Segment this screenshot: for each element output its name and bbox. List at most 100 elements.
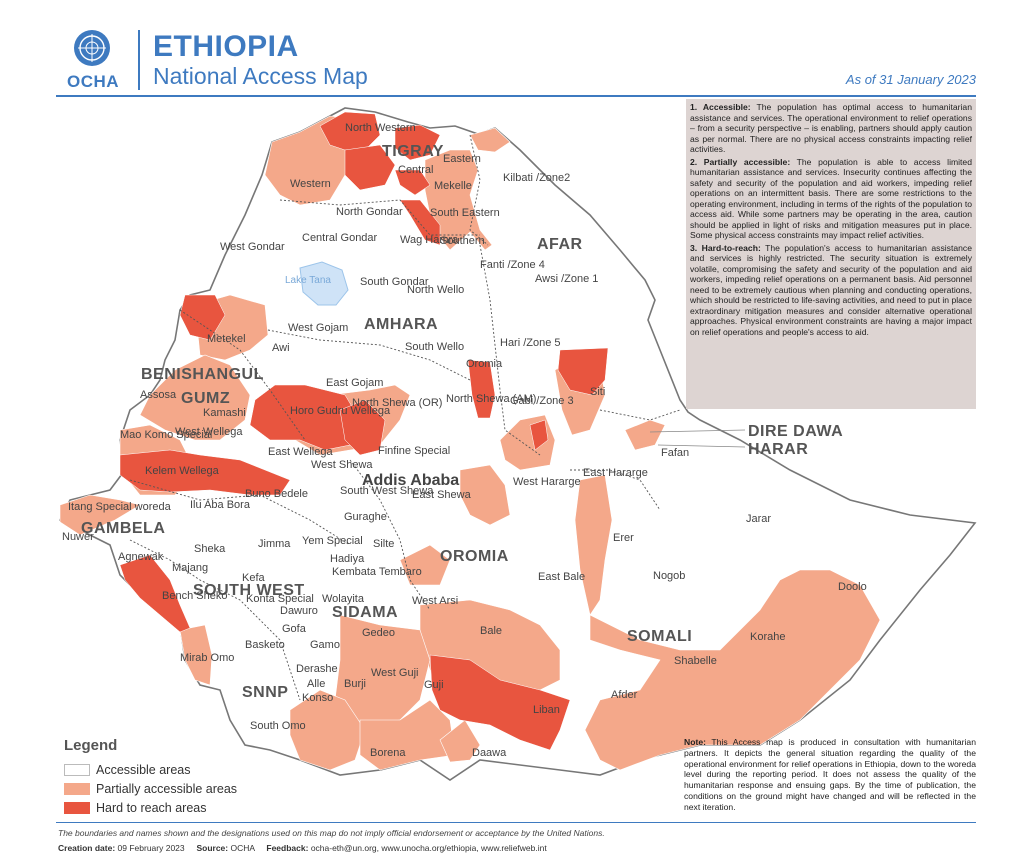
svg-text:Mirab Omo: Mirab Omo bbox=[180, 652, 234, 664]
svg-text:East Bale: East Bale bbox=[538, 571, 585, 583]
svg-text:Sheka: Sheka bbox=[194, 543, 226, 555]
svg-text:Nogob: Nogob bbox=[653, 570, 685, 582]
dire-dawa-label: DIRE DAWA bbox=[748, 423, 843, 440]
svg-text:Konso: Konso bbox=[302, 692, 333, 704]
svg-text:South Gondar: South Gondar bbox=[360, 276, 429, 288]
svg-text:Derashe: Derashe bbox=[296, 663, 338, 675]
swatch-accessible bbox=[64, 763, 90, 776]
svg-text:North Western: North Western bbox=[345, 122, 416, 134]
svg-text:Hari /Zone 5: Hari /Zone 5 bbox=[500, 337, 561, 349]
svg-text:Finfine Special: Finfine Special bbox=[378, 445, 450, 457]
svg-text:Guraghe: Guraghe bbox=[344, 511, 387, 523]
region-label: SNNP bbox=[242, 684, 288, 701]
svg-text:Korahe: Korahe bbox=[750, 631, 785, 643]
region-label: OROMIA bbox=[440, 548, 509, 565]
svg-text:Hadiya: Hadiya bbox=[330, 553, 365, 565]
svg-text:West Guji: West Guji bbox=[371, 667, 418, 679]
region-label: AFAR bbox=[537, 236, 583, 253]
svg-text:East Gojam: East Gojam bbox=[326, 377, 383, 389]
as-of-date: As of 31 January 2023 bbox=[845, 72, 976, 87]
admin-boundaries bbox=[129, 134, 681, 701]
svg-text:Oromia: Oromia bbox=[466, 358, 503, 370]
svg-text:Majang: Majang bbox=[172, 562, 208, 574]
region-label: SOUTH WEST bbox=[193, 582, 305, 599]
un-emblem-icon bbox=[74, 30, 110, 66]
capital-label: Addis Ababa bbox=[362, 472, 459, 489]
swatch-hard bbox=[64, 801, 90, 814]
svg-text:Western: Western bbox=[290, 178, 331, 190]
svg-text:West Shewa: West Shewa bbox=[311, 459, 373, 471]
harar-label: HARAR bbox=[748, 441, 808, 458]
svg-text:Shabelle: Shabelle bbox=[674, 655, 717, 667]
legend-title: Legend bbox=[64, 737, 118, 754]
svg-text:Liban: Liban bbox=[533, 704, 560, 716]
svg-text:Gabi /Zone 3: Gabi /Zone 3 bbox=[510, 395, 574, 407]
footer-rule bbox=[56, 822, 976, 823]
svg-text:North Shewa (AM): North Shewa (AM) bbox=[446, 393, 536, 405]
svg-text:Horo Gudru Wellega: Horo Gudru Wellega bbox=[290, 405, 391, 417]
svg-text:Bench Sheko: Bench Sheko bbox=[162, 590, 227, 602]
svg-text:Gedeo: Gedeo bbox=[362, 627, 395, 639]
header-divider bbox=[138, 30, 140, 90]
lake-label: Lake Tana bbox=[285, 275, 331, 286]
svg-text:North Gondar: North Gondar bbox=[336, 206, 403, 218]
svg-text:Kilbati /Zone2: Kilbati /Zone2 bbox=[503, 172, 570, 184]
svg-text:West Hararge: West Hararge bbox=[513, 476, 581, 488]
header: OCHA ETHIOPIA National Access Map As of … bbox=[0, 0, 1024, 100]
svg-text:North Shewa (OR): North Shewa (OR) bbox=[352, 397, 442, 409]
svg-text:Assosa: Assosa bbox=[140, 389, 177, 401]
svg-text:Gofa: Gofa bbox=[282, 623, 307, 635]
feedback-links[interactable]: ocha-eth@un.org, www.unocha.org/ethiopia… bbox=[310, 843, 547, 853]
svg-text:Burji: Burji bbox=[344, 678, 366, 690]
svg-text:Kamashi: Kamashi bbox=[203, 407, 246, 419]
svg-text:Wag Hamra: Wag Hamra bbox=[400, 234, 459, 246]
legend: Legend Accessible areas Partially access… bbox=[64, 737, 314, 817]
header-rule bbox=[56, 95, 976, 97]
footer-info: Creation date: 09 February 2023 Source: … bbox=[58, 843, 547, 853]
svg-text:Bale: Bale bbox=[480, 625, 502, 637]
svg-text:East Hararge: East Hararge bbox=[583, 467, 648, 479]
lake-tana-shape bbox=[299, 261, 349, 306]
region-label: GAMBELA bbox=[81, 520, 165, 537]
legend-item-partial: Partially accessible areas bbox=[64, 779, 314, 798]
svg-text:North Wello: North Wello bbox=[407, 284, 464, 296]
svg-text:Awi: Awi bbox=[272, 342, 290, 354]
region-label: SIDAMA bbox=[332, 604, 398, 621]
svg-text:Jimma: Jimma bbox=[258, 538, 291, 550]
svg-text:East Shewa: East Shewa bbox=[412, 489, 472, 501]
svg-text:Yem Special: Yem Special bbox=[302, 535, 363, 547]
svg-text:Mao Komo Special: Mao Komo Special bbox=[120, 429, 212, 441]
page-subtitle: National Access Map bbox=[153, 63, 368, 89]
legend-item-accessible: Accessible areas bbox=[64, 760, 314, 779]
svg-text:Nuwer: Nuwer bbox=[62, 531, 94, 543]
svg-text:Alle: Alle bbox=[307, 678, 325, 690]
svg-text:Mekelle: Mekelle bbox=[434, 180, 472, 192]
svg-text:Gamo: Gamo bbox=[310, 639, 340, 651]
org-logo-text: OCHA bbox=[66, 72, 120, 91]
region-label: SOMALI bbox=[627, 628, 692, 645]
svg-text:Central: Central bbox=[398, 164, 433, 176]
svg-text:Borena: Borena bbox=[370, 747, 406, 759]
svg-text:South West Shewa: South West Shewa bbox=[340, 485, 434, 497]
svg-text:East Wellega: East Wellega bbox=[268, 446, 333, 458]
legend-item-hard: Hard to reach areas bbox=[64, 798, 314, 817]
definition-partial: 2. Partially accessible: The population … bbox=[690, 156, 972, 241]
svg-text:Fanti /Zone 4: Fanti /Zone 4 bbox=[480, 259, 545, 271]
svg-text:Jarar: Jarar bbox=[746, 513, 771, 525]
page-title: ETHIOPIA bbox=[153, 30, 299, 63]
region-label: AMHARA bbox=[364, 316, 438, 333]
swatch-partial bbox=[64, 782, 90, 795]
svg-text:West Arsi: West Arsi bbox=[412, 595, 458, 607]
svg-text:West Wellega: West Wellega bbox=[175, 426, 243, 438]
svg-text:Eastern: Eastern bbox=[443, 153, 481, 165]
svg-text:West Gojam: West Gojam bbox=[288, 322, 348, 334]
svg-text:Central Gondar: Central Gondar bbox=[302, 232, 378, 244]
svg-text:Dawuro: Dawuro bbox=[280, 605, 318, 617]
footer-disclaimer: The boundaries and names shown and the d… bbox=[58, 828, 605, 838]
definition-hard: 3. Hard-to-reach: The population's acces… bbox=[690, 242, 972, 337]
svg-text:Fafan: Fafan bbox=[661, 447, 689, 459]
svg-text:South Eastern: South Eastern bbox=[430, 207, 500, 219]
svg-text:South Omo: South Omo bbox=[250, 720, 306, 732]
region-label: TIGRAY bbox=[382, 143, 444, 160]
svg-text:Ilu Aba Bora: Ilu Aba Bora bbox=[190, 499, 251, 511]
